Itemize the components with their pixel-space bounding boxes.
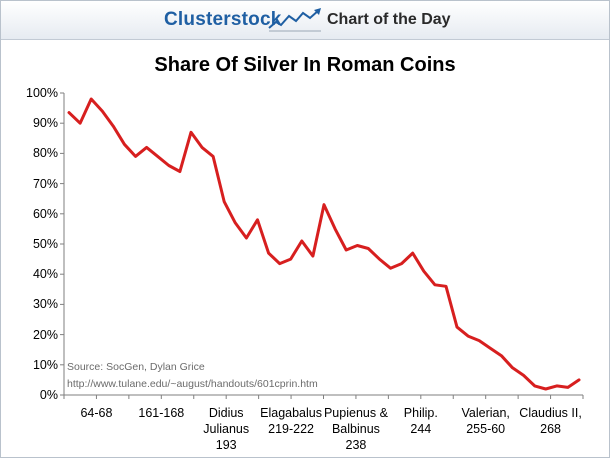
y-tick-label: 90%	[32, 116, 58, 131]
y-tick-label: 30%	[32, 297, 58, 312]
y-tick-label: 10%	[32, 357, 58, 372]
x-tick-label: 64-68	[80, 406, 113, 420]
header-bar: Clusterstock Chart of the Day	[1, 1, 609, 40]
chart-title: Share Of Silver In Roman Coins	[154, 54, 456, 76]
y-tick-label: 80%	[32, 146, 58, 161]
x-tick-label: 161-168	[138, 406, 185, 420]
silver-share-line	[67, 97, 581, 391]
x-tick-label: Pupienus & Balbinus 238	[323, 406, 388, 452]
y-tick-label: 20%	[32, 327, 58, 342]
x-tick-label: Didius Julianus 193	[203, 406, 250, 452]
y-tick-label: 60%	[32, 206, 58, 221]
brand-name[interactable]: Clusterstock	[164, 9, 282, 30]
rising-chart-icon	[268, 8, 321, 32]
y-tick-label: 40%	[32, 267, 58, 282]
source-credit: Source: SocGen, Dylan Grice	[67, 361, 205, 373]
y-tick-label: 70%	[32, 176, 58, 191]
x-tick-label: Valerian, 255-60	[461, 406, 510, 436]
x-tick-label: Philip. 244	[403, 406, 438, 436]
source-url[interactable]: http://www.tulane.edu/~august/handouts/6…	[67, 378, 318, 390]
x-tick-label: Claudius II, 268	[519, 406, 582, 436]
y-tick-label: 50%	[32, 237, 58, 251]
y-tick-label: 0%	[39, 388, 58, 402]
x-tick-label: Elagabalus 219-222	[260, 406, 322, 436]
section-title: Chart of the Day	[327, 11, 451, 28]
y-tick-label: 100%	[26, 86, 58, 100]
